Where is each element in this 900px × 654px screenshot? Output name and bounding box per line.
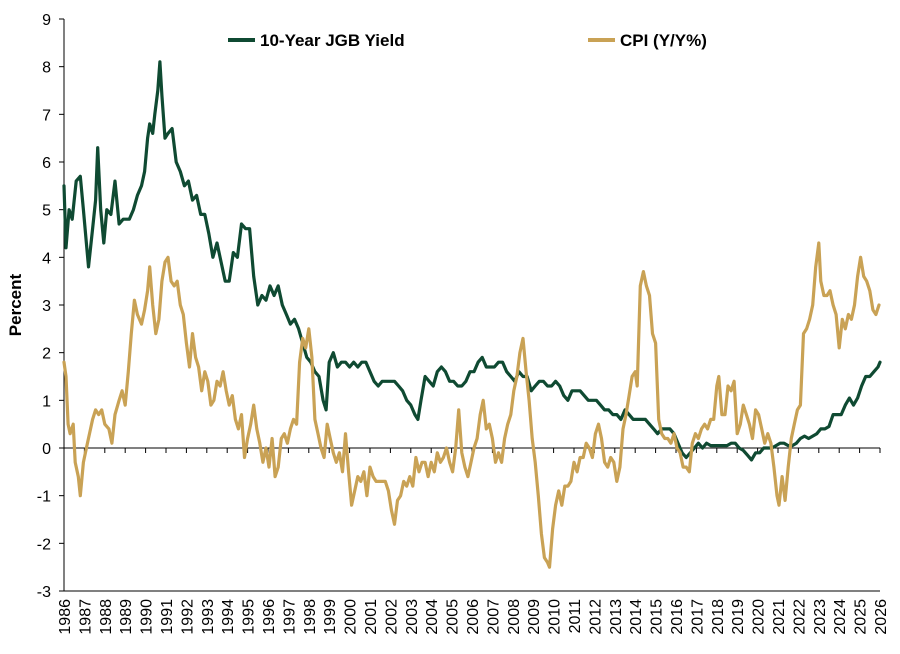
x-tick-label: 2010 [547,599,564,635]
y-tick-label: 7 [42,107,51,124]
x-tick-label: 2007 [485,599,502,635]
x-tick-label: 2003 [404,599,421,635]
x-tick-label: 2004 [424,599,441,635]
legend: 10-Year JGB Yield CPI (Y/Y%) [228,31,707,50]
x-tick-label: 2020 [751,599,768,635]
x-tick-label: 2011 [567,599,584,634]
y-tick-label: 0 [42,441,51,458]
x-tick-label: 1986 [57,599,74,635]
jgb-yield-line [62,60,882,462]
x-tick-label: 2015 [649,599,666,635]
x-tick-label: 2013 [608,599,625,635]
x-tick-label: 2018 [710,599,727,635]
x-tick-label: 1993 [200,599,217,635]
x-tick-label: 2005 [445,599,462,635]
y-tick-label: -1 [37,489,51,506]
x-tick-label: 1994 [220,599,237,635]
legend-label-jgb: 10-Year JGB Yield [260,31,405,50]
y-tick-label: 4 [42,250,51,267]
x-tick-label: 2022 [791,599,808,635]
x-tick-label: 2016 [669,599,686,635]
y-tick-label: 2 [42,346,51,363]
x-tick-label: 2001 [363,599,380,635]
x-tick-label: 1991 [159,599,176,635]
x-tick-label: 2006 [465,599,482,635]
x-tick-label: 1988 [98,599,115,635]
y-tick-label: -3 [37,584,51,601]
x-tick-label: 2002 [383,599,400,635]
x-tick-label: 1990 [139,599,156,635]
x-tick-label: 2023 [812,599,829,635]
x-tick-label: 2025 [853,599,870,635]
x-tick-label: 1996 [261,599,278,635]
y-tick-label: 3 [42,298,51,315]
x-tick-label: 2024 [832,599,849,635]
x-tick-label: 1997 [281,599,298,635]
y-tick-label: -2 [37,536,51,553]
x-tick-label: 2019 [730,599,747,635]
y-tick-label: 5 [42,203,51,220]
y-axis-label: Percent [6,273,25,336]
x-tick-label: 2012 [587,599,604,635]
x-tick-label: 2021 [771,599,788,635]
cpi-line [62,241,881,569]
x-tick-label: 2026 [873,599,890,635]
series-layer [62,60,882,569]
x-tick-label: 2017 [689,599,706,635]
y-tick-label: 1 [42,393,51,410]
axes-layer: 9 8 7 6 5 4 3 2 1 0 -1 -2 -3 1986 1987 1988 1989 1990 1991… [37,12,890,635]
x-tick-label: 1992 [179,599,196,635]
x-tick-label: 1999 [322,599,339,635]
x-tick-label: 2008 [506,599,523,635]
x-tick-label: 2000 [343,599,360,635]
y-tick-label: 8 [42,60,51,77]
y-tick-label: 6 [42,155,51,172]
x-tick-label: 2014 [628,599,645,635]
x-tick-label: 2009 [526,599,543,635]
legend-label-cpi: CPI (Y/Y%) [620,31,707,50]
x-tick-label: 1995 [241,599,258,635]
y-tick-label: 9 [42,12,51,29]
x-tick-label: 1989 [118,599,135,635]
x-tick-label: 1987 [77,599,94,635]
x-tick-label: 1998 [302,599,319,635]
